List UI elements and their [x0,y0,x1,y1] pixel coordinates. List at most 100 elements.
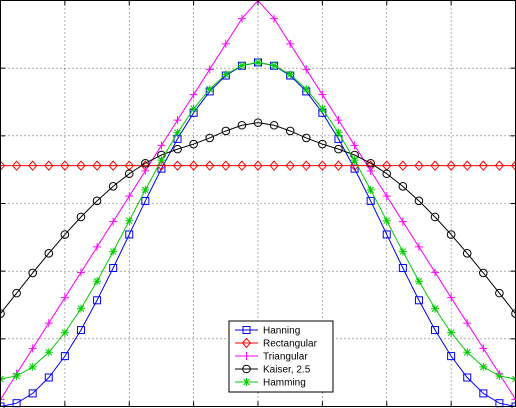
series-0-point-26 [414,296,423,305]
series-2-point-4 [60,293,69,302]
series-3-point-14 [221,126,231,136]
legend-marker-3 [242,364,251,374]
series-2-point-24 [382,192,391,201]
series-0-point-9 [141,196,150,205]
series-2-point-7 [109,217,118,226]
series-1-point-7 [108,160,118,171]
series-4-point-31 [495,371,504,380]
series-2-point-19 [302,65,311,74]
legend-label-3: Kaiser, 2.5 [263,365,311,376]
series-1-point-16 [253,160,263,171]
series-2-point-23 [366,166,375,175]
series-rectangular [0,160,516,171]
series-2-point-3 [44,319,53,328]
series-3-point-26 [414,196,424,206]
series-4-point-17 [270,61,279,70]
series-0-point-30 [479,389,488,398]
series-4-point-15 [237,61,246,70]
series-4-point-29 [463,348,472,357]
series-1-point-5 [76,160,86,171]
series-2-point-27 [431,268,440,277]
series-1-point-17 [269,160,279,171]
series-4-point-27 [431,304,440,313]
series-3-point-16 [253,118,263,127]
series-2-point-18 [286,39,295,48]
series-3-point-27 [430,212,440,222]
legend-marker-0 [242,326,251,334]
series-2-point-5 [76,268,85,277]
series-3-point-18 [285,126,295,136]
series-2-point-15 [237,14,246,23]
series-3-point-28 [446,230,456,239]
series-3-point-29 [462,249,472,258]
series-1-point-25 [398,160,408,171]
series-1-point-29 [462,160,472,171]
series-3-point-3 [44,249,54,258]
series-3-point-31 [495,288,504,298]
series-0-point-23 [366,196,375,205]
legend-label-2: Triangular [263,352,308,363]
series-4-point-12 [189,104,198,113]
series-3-point-2 [28,268,37,278]
series-1-point-19 [301,160,311,171]
series-4-point-28 [447,328,456,337]
series-1-point-11 [172,160,183,171]
series-4-point-18 [286,70,295,79]
series-2-point-6 [93,242,102,251]
series-1-point-14 [221,160,231,171]
series-1-point-12 [188,160,199,171]
series-1-point-2 [28,160,38,171]
series-1-point-18 [285,160,295,171]
legend-marker-1 [241,337,252,349]
series-3-point-7 [108,182,118,191]
legend: Hanning Rectangular Triangular Kaiser, 2.5 H… [228,320,334,393]
series-0-point-5 [76,326,85,335]
series-4-point-16 [254,58,262,67]
series-4-point-14 [221,70,230,79]
series-1-point-1 [11,160,22,171]
series-4-point-3 [44,348,53,357]
series-0-point-2 [28,389,37,398]
series-4-point-10 [157,156,166,165]
series-1-point-3 [44,160,54,171]
series-1-point-26 [414,160,424,171]
series-3-point-23 [366,158,375,168]
series-3-point-25 [398,182,408,191]
series-2-point-20 [318,90,327,99]
legend-label-1: Rectangular [263,339,318,350]
series-0-point-22 [350,164,359,173]
series-3-point-1 [12,288,21,298]
series-4-point-6 [93,277,102,286]
series-4-point-13 [205,85,214,94]
series-2-point-26 [414,242,423,251]
series-1-point-21 [333,160,344,171]
series-2-point-13 [205,65,214,74]
series-0-point-7 [109,264,118,273]
series-0-point-24 [382,230,391,239]
series-2-point-10 [157,141,166,150]
series-3-point-4 [60,230,70,239]
series-4-point-11 [173,128,182,137]
series-2-point-12 [189,90,198,99]
series-4-point-2 [28,362,37,371]
series-hamming [0,58,516,383]
series-3-point-20 [318,139,327,149]
series-4-point-1 [12,371,21,380]
series-3-point-24 [382,169,392,179]
series-3-point-15 [237,120,247,130]
series-4-point-26 [414,277,423,286]
series-0-point-27 [431,326,440,335]
series-3-point-8 [124,169,134,179]
series-2-point-17 [270,14,279,23]
series-3-point-9 [141,158,150,168]
series-2-point-11 [173,116,182,125]
series-4-point-23 [366,185,375,194]
series-3-point-6 [92,196,102,206]
series-4-point-8 [125,216,134,225]
series-kaiser-2-5 [0,118,516,318]
legend-marker-2 [242,352,251,360]
series-1-point-6 [92,160,102,171]
series-3-point-11 [173,144,182,154]
